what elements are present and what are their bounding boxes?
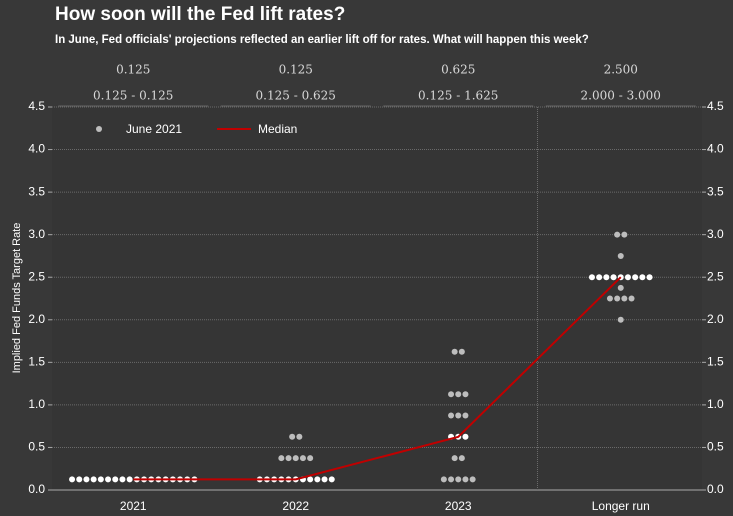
y2-tick-label: 2.5 — [707, 269, 724, 283]
median-label: 2.500 — [604, 63, 638, 77]
y-tick-label: 3.5 — [28, 184, 45, 198]
dot — [448, 412, 455, 419]
dot — [299, 455, 306, 462]
y-tick-label: 2.5 — [28, 269, 45, 283]
y-tick-label: 3.0 — [28, 227, 45, 241]
dot — [321, 476, 328, 483]
range-label: 0.125 - 1.625 — [418, 89, 498, 103]
dot — [462, 476, 469, 483]
dot — [292, 455, 299, 462]
y-tick-label: 1.0 — [28, 397, 45, 411]
dot — [462, 412, 469, 419]
dot — [462, 391, 469, 398]
dot — [440, 476, 447, 483]
y2-tick-label: 4.5 — [707, 99, 724, 113]
dot — [278, 455, 285, 462]
x-tick-label: Longer run — [592, 499, 650, 513]
y-tick-label: 4.5 — [28, 99, 45, 113]
dot — [610, 274, 617, 281]
y-tick-label: 2.0 — [28, 312, 45, 326]
dot — [455, 412, 462, 419]
dot — [448, 476, 455, 483]
dot — [628, 295, 635, 302]
dot — [83, 476, 90, 483]
dot — [314, 476, 321, 483]
dot — [462, 433, 469, 440]
x-tick-label: 2021 — [120, 499, 147, 513]
dot — [97, 476, 104, 483]
x-tick-label: 2022 — [282, 499, 309, 513]
y-axis-label: Implied Fed Funds Target Rate — [11, 223, 23, 374]
range-label: 0.125 - 0.125 — [93, 89, 173, 103]
dot — [455, 476, 462, 483]
median-label: 0.625 — [441, 63, 475, 77]
median-label: 0.125 — [116, 63, 150, 77]
dot — [455, 391, 462, 398]
dot — [646, 274, 653, 281]
y2-tick-label: 2.0 — [707, 312, 724, 326]
median-line — [133, 276, 622, 481]
y-tick-label: 0.5 — [28, 440, 45, 454]
dot — [614, 295, 621, 302]
dot — [621, 231, 628, 238]
range-label: 2.000 - 3.000 — [581, 89, 661, 103]
dot — [606, 295, 613, 302]
y2-tick-label: 0.5 — [707, 440, 724, 454]
y-tick-label: 0.0 — [28, 482, 45, 496]
legend-dot — [96, 126, 102, 132]
median-label: 0.125 — [279, 63, 313, 77]
y2-tick-label: 3.0 — [707, 227, 724, 241]
dot — [621, 295, 628, 302]
y2-tick-label: 4.0 — [707, 142, 724, 156]
legend-label: June 2021 — [126, 122, 182, 136]
dot — [469, 476, 476, 483]
dot — [639, 274, 646, 281]
dot — [588, 274, 595, 281]
dot — [307, 455, 314, 462]
dot — [112, 476, 119, 483]
y2-tick-label: 1.5 — [707, 355, 724, 369]
legend-label: Median — [258, 122, 297, 136]
dot — [458, 455, 465, 462]
dot — [617, 284, 624, 291]
y2-tick-label: 3.5 — [707, 184, 724, 198]
dot — [451, 348, 458, 355]
dot — [69, 476, 76, 483]
dot — [328, 476, 335, 483]
range-label: 0.125 - 0.625 — [256, 89, 336, 103]
dot — [617, 252, 624, 259]
dot — [307, 476, 314, 483]
y-tick-label: 1.5 — [28, 355, 45, 369]
dot — [90, 476, 97, 483]
dot — [458, 348, 465, 355]
chart-subtitle: In June, Fed officials' projections refl… — [55, 34, 589, 46]
dot — [596, 274, 603, 281]
chart-title: How soon will the Fed lift rates? — [55, 4, 345, 25]
y2-tick-label: 0.0 — [707, 482, 724, 496]
plot-area — [52, 107, 702, 490]
dot — [617, 316, 624, 323]
x-tick-label: 2023 — [445, 499, 472, 513]
dot — [119, 476, 126, 483]
y-tick-label: 4.0 — [28, 142, 45, 156]
dot — [603, 274, 610, 281]
dot — [105, 476, 112, 483]
dot — [451, 455, 458, 462]
y2-tick-label: 1.0 — [707, 397, 724, 411]
dot — [632, 274, 639, 281]
dot — [76, 476, 83, 483]
dot — [296, 433, 303, 440]
dot — [624, 274, 631, 281]
dot — [285, 455, 292, 462]
dot — [289, 433, 296, 440]
dot — [448, 391, 455, 398]
dot — [614, 231, 621, 238]
dot — [126, 476, 133, 483]
